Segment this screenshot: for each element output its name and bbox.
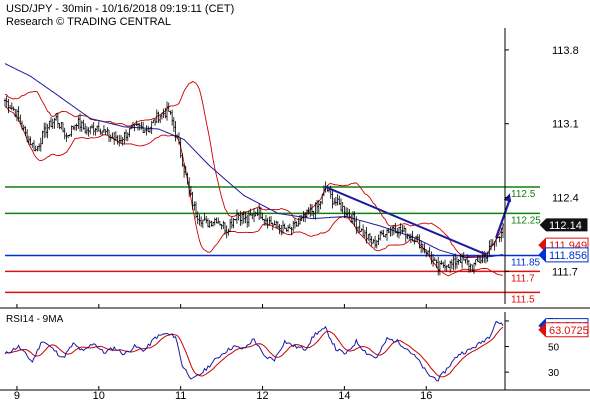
- rsi-y-tick-label: 30: [548, 368, 560, 379]
- x-tick-label: 10: [93, 390, 105, 400]
- x-tick-label: 11: [175, 390, 186, 400]
- arrow-shaft: [495, 198, 511, 238]
- price-tag-label: 112.14: [549, 220, 582, 232]
- rsi-tag-label: 63.0725: [549, 325, 589, 337]
- price-tag: 112.14: [538, 217, 589, 233]
- rsi-tag-box: [538, 322, 589, 338]
- price-tag: 111.856: [538, 247, 589, 263]
- price-bar: [502, 222, 504, 239]
- rsi-line: [4, 320, 504, 382]
- price-tag-label: 111.856: [549, 250, 587, 262]
- price-y-tick-label: 113.8: [552, 45, 579, 57]
- level-label: 111.7: [511, 273, 535, 284]
- moving-average-line: [4, 63, 504, 259]
- rsi-tag-pointer: [539, 322, 546, 337]
- rsi-title: RSI14 - 9MA: [6, 314, 64, 325]
- price-layer: 112.5 112.25 111.85 111.7 111.5 113.8 113.1 112…: [0, 28, 590, 309]
- price-panel: 112.5 112.25 111.85 111.7 111.5 113.8 113.1 112…: [0, 28, 590, 309]
- x-tick-label: 9: [14, 390, 20, 400]
- price-y-tick-label: 111.7: [552, 266, 578, 278]
- price-tag-box: [538, 217, 589, 233]
- price-tag-pointer: [539, 238, 546, 253]
- x-tick-label: 16: [420, 390, 432, 400]
- chart-title: USD/JPY - 30min - 10/16/2018 09:19:11 (C…: [6, 3, 234, 15]
- price-tag-box: [538, 247, 589, 263]
- price-y-tick-label: 112.4: [552, 193, 579, 205]
- level-label: 112.5: [511, 189, 536, 200]
- price-y-tick-label: 113.1: [552, 119, 579, 131]
- bollinger-lower-line: [4, 106, 504, 277]
- rsi-y-tick-label: 50: [548, 343, 560, 354]
- trendline: [325, 186, 487, 256]
- x-tick-label: 12: [256, 390, 268, 400]
- x-tick-label: 14: [338, 390, 350, 400]
- rsi-tag: 63.0725: [538, 322, 589, 338]
- chart-source: Research © TRADING CENTRAL: [6, 16, 171, 28]
- level-label: 111.85: [511, 258, 541, 269]
- price-tag-pointer: [539, 247, 546, 262]
- level-label: 112.25: [511, 215, 541, 226]
- level-label: 111.5: [511, 294, 535, 305]
